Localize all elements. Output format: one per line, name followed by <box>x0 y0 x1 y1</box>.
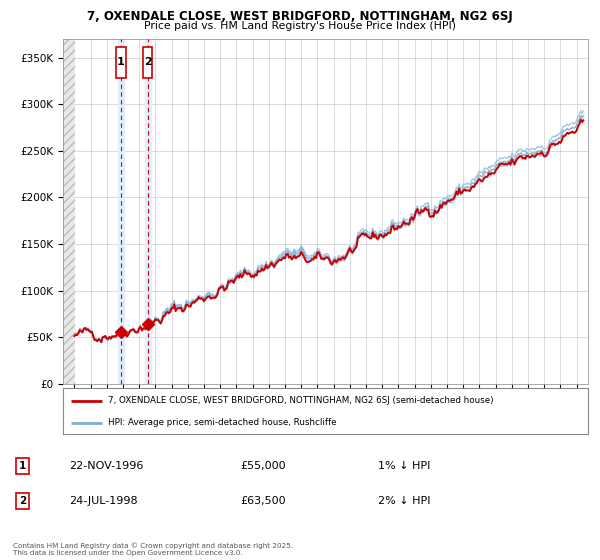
Text: 22-NOV-1996: 22-NOV-1996 <box>69 461 143 471</box>
Bar <box>145 39 151 384</box>
Text: 2% ↓ HPI: 2% ↓ HPI <box>378 496 431 506</box>
Text: 7, OXENDALE CLOSE, WEST BRIDGFORD, NOTTINGHAM, NG2 6SJ: 7, OXENDALE CLOSE, WEST BRIDGFORD, NOTTI… <box>87 10 513 23</box>
Text: £63,500: £63,500 <box>240 496 286 506</box>
Text: 2: 2 <box>144 58 152 67</box>
Text: HPI: Average price, semi-detached house, Rushcliffe: HPI: Average price, semi-detached house,… <box>107 418 336 427</box>
Text: Price paid vs. HM Land Registry's House Price Index (HPI): Price paid vs. HM Land Registry's House … <box>144 21 456 31</box>
Text: 7, OXENDALE CLOSE, WEST BRIDGFORD, NOTTINGHAM, NG2 6SJ (semi-detached house): 7, OXENDALE CLOSE, WEST BRIDGFORD, NOTTI… <box>107 396 493 405</box>
Text: 24-JUL-1998: 24-JUL-1998 <box>69 496 137 506</box>
Text: Contains HM Land Registry data © Crown copyright and database right 2025.
This d: Contains HM Land Registry data © Crown c… <box>13 542 293 556</box>
Text: 1: 1 <box>19 461 26 471</box>
Text: 2: 2 <box>19 496 26 506</box>
FancyBboxPatch shape <box>116 46 125 78</box>
Bar <box>63 39 74 384</box>
FancyBboxPatch shape <box>143 46 152 78</box>
Text: £55,000: £55,000 <box>240 461 286 471</box>
Bar <box>118 39 124 384</box>
Text: 1% ↓ HPI: 1% ↓ HPI <box>378 461 430 471</box>
Text: 1: 1 <box>117 58 125 67</box>
